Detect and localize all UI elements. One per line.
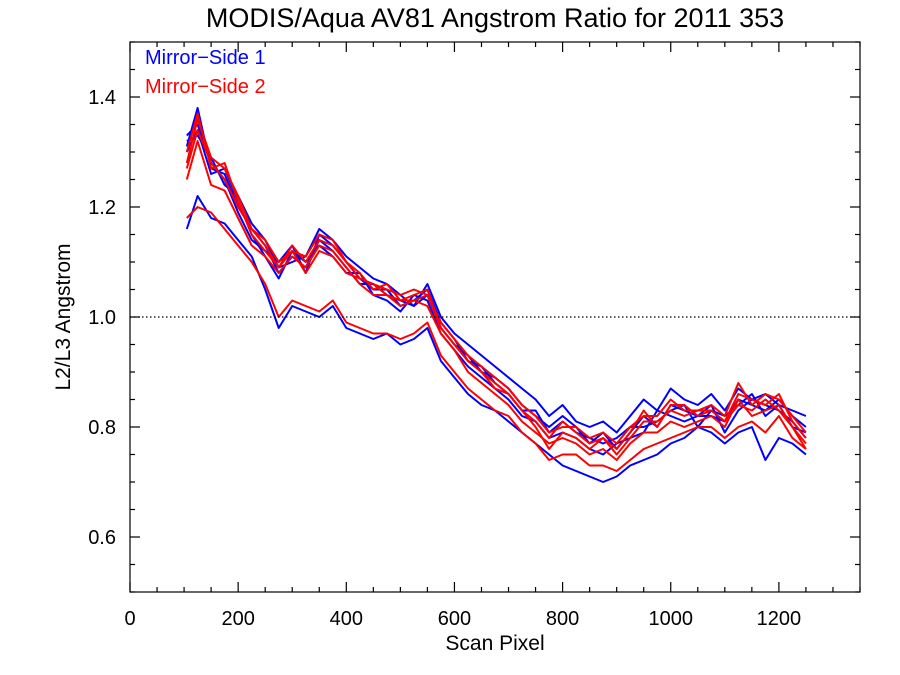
y-tick-label: 1.2 [88,197,116,219]
y-tick-label: 0.8 [88,417,116,439]
plot-series-group [185,107,807,483]
x-tick-label: 800 [546,608,579,630]
x-tick-label: 600 [438,608,471,630]
y-tick-label: 1.0 [88,307,116,329]
x-tick-label: 1000 [648,608,693,630]
y-axis-title: L2/L3 Angstrom [52,243,75,390]
legend-mirror-side-1: Mirror−Side 1 [145,47,266,69]
y-tick-labels: 0.6 0.8 1.0 1.2 1.4 [88,87,116,549]
y-tick-label: 1.4 [88,87,116,109]
x-tick-label: 1200 [757,608,802,630]
series-line-8 [185,112,807,450]
series-line-4 [185,195,807,483]
series-line-7 [185,140,807,461]
x-tick-label: 200 [221,608,254,630]
series-line-9 [186,206,807,472]
axis-ticks [129,41,861,593]
x-tick-label: 0 [124,608,135,630]
chart-title: MODIS/Aqua AV81 Angstrom Ratio for 2011 … [206,3,784,33]
x-tick-labels: 0 200 400 600 800 1000 1200 [124,608,801,630]
legend-mirror-side-2: Mirror−Side 2 [145,76,266,98]
x-axis-title: Scan Pixel [445,632,544,655]
x-tick-label: 400 [330,608,363,630]
y-tick-label: 0.6 [88,527,116,549]
series-line-5 [186,134,807,434]
series-line-10 [185,129,807,456]
